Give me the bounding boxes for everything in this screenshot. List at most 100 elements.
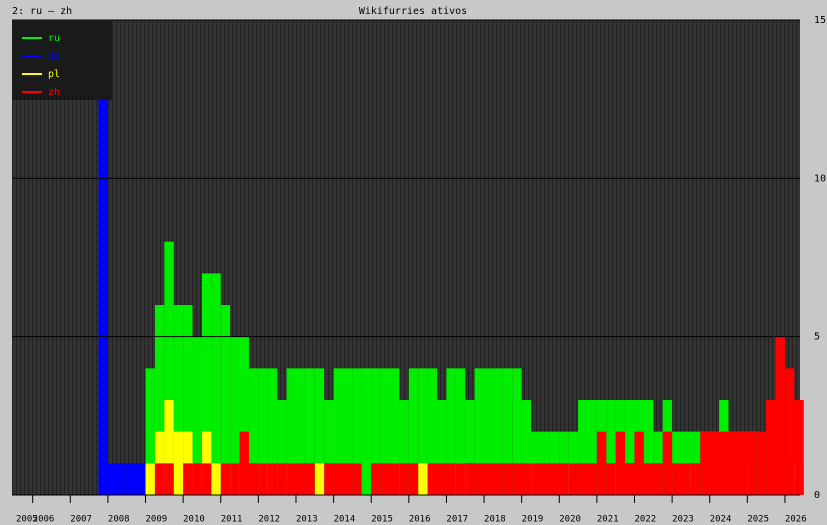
- bar: [314, 368, 325, 495]
- bar: [164, 400, 174, 495]
- bar: [681, 431, 691, 495]
- bar: [211, 273, 221, 495]
- bar: [258, 368, 268, 495]
- bar: [399, 400, 409, 495]
- bar: [784, 368, 795, 495]
- corner-label: 2: ru – zh: [12, 6, 72, 17]
- bar: [521, 400, 532, 495]
- bar: [333, 463, 343, 495]
- chart-title: Wikifurries ativos: [359, 6, 467, 17]
- bar: [559, 431, 569, 495]
- bar: [408, 463, 419, 495]
- bar: [390, 368, 400, 495]
- legend-label: zh: [48, 87, 60, 98]
- x-tick-label: 2009: [146, 515, 168, 525]
- bar: [154, 463, 165, 495]
- bar: [531, 431, 541, 495]
- x-tick-label: 2021: [597, 515, 619, 525]
- x-tick-label: 2008: [108, 515, 130, 525]
- bar: [230, 463, 240, 495]
- bar: [531, 463, 541, 495]
- bar: [672, 431, 682, 495]
- bar: [728, 431, 738, 495]
- bar: [465, 400, 475, 495]
- bar: [653, 431, 663, 495]
- x-tick-label: 2020: [559, 515, 581, 525]
- legend-label: ru: [48, 33, 60, 44]
- bar: [126, 463, 137, 495]
- bar: [606, 463, 616, 495]
- bar: [380, 368, 391, 495]
- x-tick-label: 2024: [710, 515, 732, 525]
- x-tick-label: 2026: [785, 515, 807, 525]
- legend-label: de: [48, 51, 60, 62]
- y-tick-label: 0: [814, 490, 820, 501]
- bar: [766, 400, 776, 495]
- x-tick-label: 2011: [221, 515, 243, 525]
- bar: [625, 463, 635, 495]
- bar: [484, 368, 494, 495]
- bar: [540, 463, 550, 495]
- bar: [342, 463, 353, 495]
- bar: [267, 368, 278, 495]
- bar: [540, 431, 550, 495]
- bar: [493, 463, 503, 495]
- x-tick-label: 2014: [334, 515, 356, 525]
- legend-label: pl: [48, 69, 60, 80]
- x-tick-label: 2022: [635, 515, 657, 525]
- bar: [201, 273, 212, 495]
- bar: [239, 431, 249, 495]
- bar: [192, 336, 202, 495]
- bar: [615, 431, 626, 495]
- bar: [484, 463, 494, 495]
- bar: [239, 336, 249, 495]
- x-tick-label: 2010: [183, 515, 205, 525]
- bar: [690, 463, 701, 495]
- bar: [709, 431, 720, 495]
- bar: [371, 368, 381, 495]
- bar: [596, 431, 607, 495]
- bar: [248, 368, 259, 495]
- bar: [465, 463, 475, 495]
- bar: [145, 368, 155, 495]
- bar: [211, 463, 221, 495]
- bar: [230, 336, 240, 495]
- y-tick-label: 15: [814, 15, 826, 26]
- bar: [418, 463, 428, 495]
- bar: [634, 431, 644, 495]
- bar: [267, 463, 278, 495]
- bar: [643, 400, 654, 495]
- bar: [549, 463, 560, 495]
- bar: [578, 400, 588, 495]
- y-tick-label: 10: [814, 173, 826, 184]
- bar: [277, 400, 287, 495]
- bar: [737, 431, 748, 495]
- bar: [342, 368, 353, 495]
- bar: [747, 431, 757, 495]
- bar: [248, 463, 259, 495]
- bar: [474, 463, 485, 495]
- bar: [502, 368, 513, 495]
- x-tick-label: 2017: [446, 515, 468, 525]
- bar: [418, 368, 428, 495]
- bar: [201, 463, 212, 495]
- bar: [446, 463, 456, 495]
- bar: [399, 463, 409, 495]
- bar: [314, 463, 325, 495]
- bar: [719, 431, 729, 495]
- bar: [154, 305, 165, 495]
- x-tick-label: 2006: [33, 515, 55, 525]
- bar: [295, 463, 306, 495]
- x-tick-label: 2019: [522, 515, 544, 525]
- bar: [164, 463, 174, 495]
- bar: [455, 463, 466, 495]
- bar: [258, 463, 268, 495]
- bar: [794, 400, 804, 495]
- bar: [427, 463, 438, 495]
- bar: [154, 431, 165, 495]
- bar: [333, 368, 343, 495]
- bar: [775, 336, 785, 495]
- bar: [145, 463, 155, 495]
- bar: [220, 305, 231, 495]
- y-tick-label: 5: [814, 332, 820, 343]
